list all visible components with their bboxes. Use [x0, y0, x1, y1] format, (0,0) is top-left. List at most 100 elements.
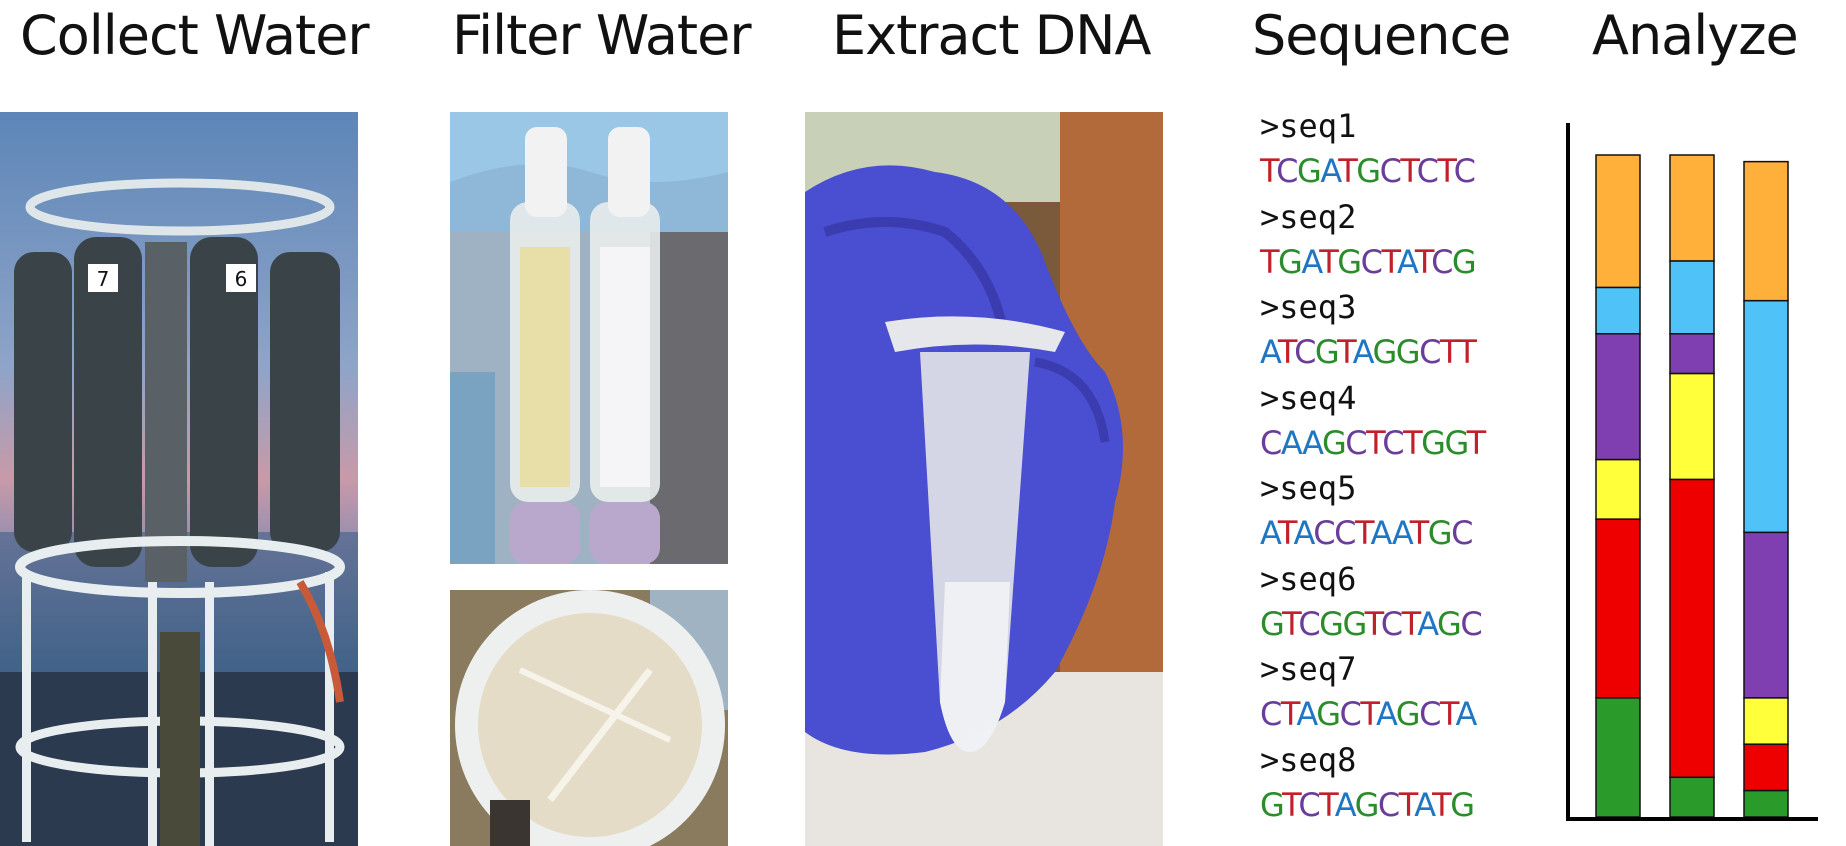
nucleotide-t: T: [1401, 604, 1419, 643]
nucleotide-c: C: [1380, 604, 1403, 643]
nucleotide-t: T: [1432, 785, 1452, 824]
nucleotide-c: C: [1382, 423, 1404, 462]
nucleotide-c: C: [1294, 333, 1316, 371]
nucleotide-c: C: [1419, 333, 1441, 371]
nucleotide-t: T: [1360, 695, 1377, 733]
nucleotide-a: A: [1414, 785, 1433, 824]
nucleotide-t: T: [1457, 333, 1477, 371]
step-title-analyze: Analyze: [1592, 4, 1799, 67]
nucleotide-g: G: [1316, 695, 1341, 733]
bar-segment-1-3: [1595, 458, 1641, 520]
svg-text:6: 6: [235, 267, 248, 291]
nucleotide-g: G: [1437, 604, 1462, 643]
nucleotide-a: A: [1375, 695, 1397, 733]
bar-segment-2-3: [1669, 372, 1715, 481]
bar-segment-3-3: [1743, 697, 1789, 745]
nucleotide-c: C: [1276, 152, 1298, 190]
nucleotide-c: C: [1377, 785, 1400, 824]
sequence-header: >seq3: [1260, 288, 1357, 326]
nucleotide-c: C: [1419, 695, 1441, 733]
nucleotide-c: C: [1453, 152, 1476, 190]
nucleotide-c: C: [1360, 242, 1383, 281]
nucleotide-g: G: [1451, 242, 1477, 281]
sequence-entry: >seq3 ATCGTAGGCTT: [1260, 285, 1520, 376]
nucleotide-t: T: [1277, 333, 1296, 371]
sequence-entry: >seq1 TCGATGCTCTC: [1260, 104, 1520, 195]
bar-segment-3-4: [1743, 531, 1789, 699]
nucleotide-t: T: [1439, 333, 1459, 371]
nucleotide-a: A: [1280, 423, 1304, 462]
sequence-bases: TGATGCTATCG: [1260, 240, 1520, 285]
sequence-bases: GTCGGTCTAGC: [1260, 602, 1520, 647]
nucleotide-t: T: [1437, 152, 1455, 190]
nucleotide-a: A: [1260, 333, 1279, 371]
step-title-sequence: Sequence: [1252, 4, 1511, 67]
bar-segment-2-6: [1669, 154, 1715, 262]
nucleotide-g: G: [1260, 785, 1284, 824]
nucleotide-g: G: [1450, 785, 1475, 824]
nucleotide-a: A: [1352, 333, 1374, 371]
nucleotide-a: A: [1455, 695, 1477, 733]
nucleotide-t: T: [1319, 242, 1339, 281]
nucleotide-t: T: [1280, 695, 1298, 733]
sequence-header: >seq7: [1260, 650, 1357, 688]
nucleotide-a: A: [1417, 604, 1438, 643]
nucleotide-a: A: [1334, 785, 1356, 824]
nucleotide-g: G: [1319, 604, 1344, 643]
nucleotide-c: C: [1451, 514, 1473, 552]
sequence-entry: >seq2 TGATGCTATCG: [1260, 195, 1520, 286]
nucleotide-t: T: [1439, 695, 1457, 733]
bar-segment-1-2: [1595, 518, 1641, 699]
nucleotide-t: T: [1364, 604, 1383, 643]
bar-segment-3-5: [1743, 299, 1789, 534]
sequence-header: >seq4: [1260, 378, 1357, 417]
nucleotide-a: A: [1302, 423, 1323, 462]
nucleotide-g: G: [1395, 695, 1421, 733]
nucleotide-g: G: [1354, 785, 1380, 824]
bar-segment-2-5: [1669, 260, 1715, 335]
nucleotide-t: T: [1260, 152, 1278, 190]
nucleotide-a: A: [1260, 514, 1279, 552]
step-title-extract: Extract DNA: [832, 4, 1151, 67]
nucleotide-c: C: [1460, 604, 1482, 643]
nucleotide-t: T: [1400, 152, 1418, 190]
nucleotide-a: A: [1391, 514, 1411, 552]
nucleotide-c: C: [1298, 785, 1320, 824]
nucleotide-g: G: [1427, 514, 1453, 552]
abundance-stacked-bar-chart: [1566, 123, 1818, 821]
bar-segment-2-2: [1669, 478, 1715, 779]
nucleotide-a: A: [1293, 514, 1314, 552]
nucleotide-t: T: [1338, 152, 1358, 190]
sequence-bases: GTCTAGCTATG: [1260, 783, 1520, 828]
nucleotide-c: C: [1313, 514, 1335, 552]
filter-disc-photo: [450, 590, 728, 846]
nucleotide-a: A: [1370, 514, 1394, 552]
nucleotide-c: C: [1334, 514, 1356, 552]
nucleotide-g: G: [1372, 333, 1397, 371]
nucleotide-t: T: [1282, 785, 1300, 824]
nucleotide-c: C: [1298, 604, 1320, 643]
nucleotide-t: T: [1398, 785, 1416, 824]
nucleotide-c: C: [1431, 242, 1453, 281]
nucleotide-t: T: [1466, 423, 1487, 462]
nucleotide-t: T: [1260, 242, 1280, 281]
nucleotide-g: G: [1260, 604, 1284, 643]
nucleotide-t: T: [1277, 514, 1295, 552]
nucleotide-t: T: [1414, 242, 1433, 281]
nucleotide-g: G: [1444, 423, 1468, 462]
nucleotide-c: C: [1379, 152, 1402, 190]
sequence-bases: ATCGTAGGCTT: [1260, 330, 1520, 375]
filter-cartridges-photo: [450, 112, 728, 564]
nucleotide-g: G: [1342, 604, 1366, 643]
nucleotide-g: G: [1337, 242, 1362, 281]
svg-text:7: 7: [97, 267, 110, 291]
nucleotide-c: C: [1416, 152, 1439, 190]
nucleotide-g: G: [1278, 242, 1303, 281]
sequence-header: >seq2: [1260, 197, 1357, 236]
nucleotide-t: T: [1319, 785, 1336, 824]
nucleotide-a: A: [1320, 152, 1339, 190]
bar-segment-3-1: [1743, 789, 1789, 818]
nucleotide-g: G: [1395, 333, 1421, 371]
bar-segment-1-1: [1595, 697, 1641, 818]
sequence-entry: >seq5 ATACCTAATGC: [1260, 466, 1520, 557]
